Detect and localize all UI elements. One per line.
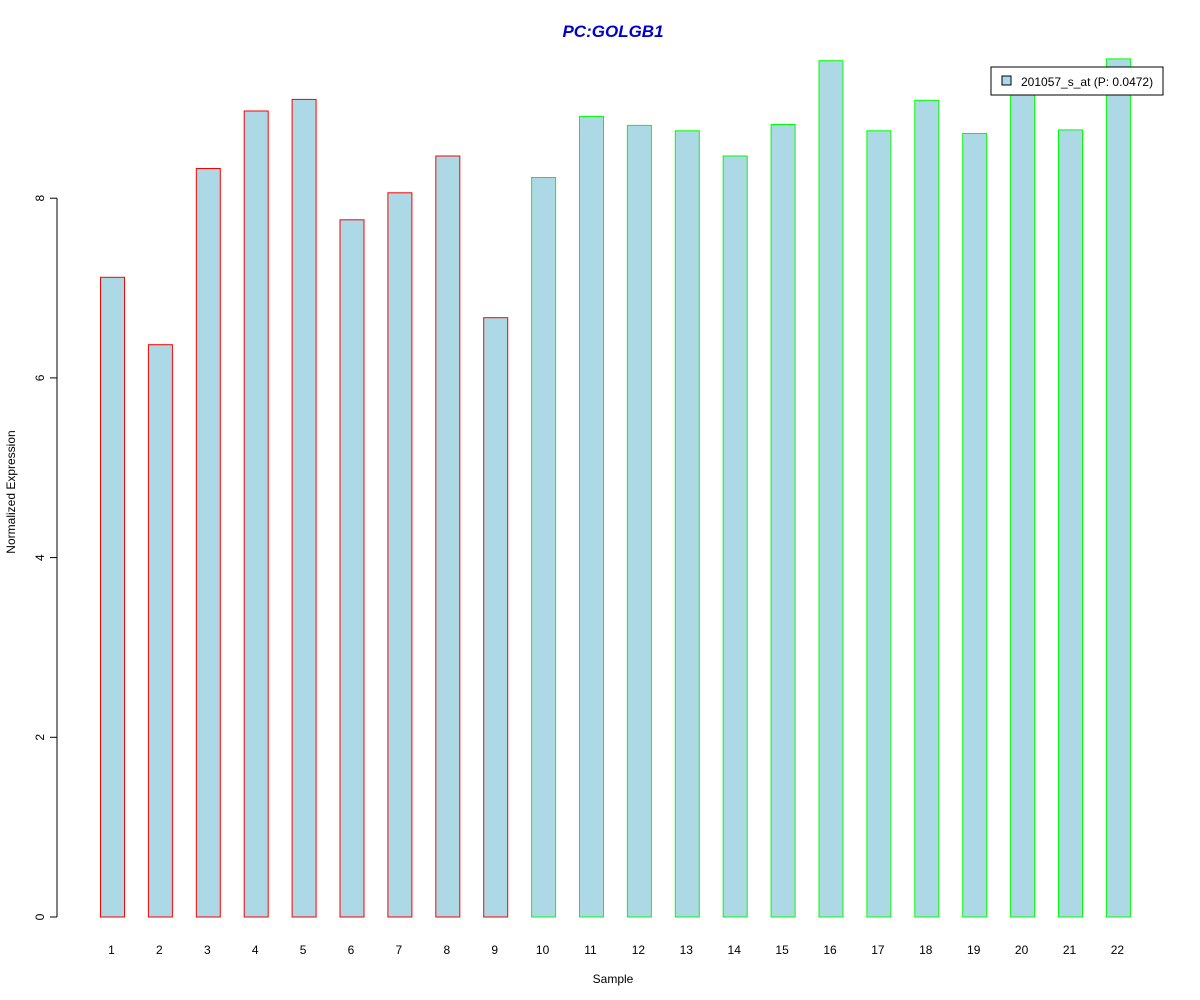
legend-label: 201057_s_at (P: 0.0472)	[1021, 75, 1153, 89]
bar-sample-6	[339, 219, 365, 918]
x-tick-label: 4	[252, 943, 259, 957]
x-tick-label: 8	[443, 943, 450, 957]
x-tick-label: 15	[775, 943, 789, 957]
x-tick-label: 11	[584, 943, 597, 957]
x-tick-label: 20	[1015, 943, 1029, 957]
x-tick-label: 22	[1111, 943, 1125, 957]
x-tick-label: 17	[871, 943, 885, 957]
legend-swatch	[1001, 75, 1012, 86]
bar-sample-16	[818, 60, 844, 918]
bar-sample-15	[770, 124, 796, 918]
x-tick-label: 9	[491, 943, 498, 957]
y-tick-label: 8	[33, 195, 47, 202]
x-tick-label: 21	[1063, 943, 1077, 957]
bar-sample-13	[674, 130, 700, 918]
bar-sample-1	[100, 276, 125, 918]
x-tick-label: 5	[300, 943, 307, 957]
x-tick-label: 1	[108, 943, 115, 957]
bar-sample-9	[483, 317, 509, 918]
bar-sample-8	[435, 155, 461, 918]
x-tick-label: 13	[680, 943, 694, 957]
bar-sample-3	[195, 168, 221, 918]
legend-box	[990, 66, 1164, 96]
y-tick-label: 0	[33, 913, 47, 920]
x-tick-label: 10	[536, 943, 550, 957]
x-tick-label: 6	[348, 943, 355, 957]
bar-sample-2	[147, 344, 173, 918]
bar-sample-21	[1058, 129, 1083, 918]
bar-sample-5	[291, 98, 317, 918]
x-tick-label: 14	[728, 943, 742, 957]
x-tick-label: 7	[396, 943, 403, 957]
y-axis-label: Normalized Expression	[4, 430, 18, 553]
x-tick-label: 12	[632, 943, 646, 957]
x-tick-label: 16	[823, 943, 837, 957]
bar-sample-14	[722, 155, 748, 918]
bar-sample-11	[579, 115, 604, 918]
x-tick-labels: 1 2 3 4 5 6 7 8 9 10 11 12 13 14 15 16 17 18 19 20 21 22	[108, 943, 1124, 957]
bar-sample-18	[914, 99, 940, 918]
x-tick-label: 18	[919, 943, 933, 957]
x-tick-label: 19	[967, 943, 981, 957]
bar-sample-17	[866, 130, 892, 918]
y-tick-label: 6	[33, 374, 47, 381]
bar-sample-7	[387, 192, 413, 918]
bar-sample-12	[626, 124, 652, 918]
bar-sample-20	[1010, 88, 1036, 918]
bar-sample-19	[962, 133, 988, 918]
legend: 201057_s_at (P: 0.0472)	[990, 66, 1164, 96]
x-tick-label: 2	[156, 943, 163, 957]
bar-sample-10	[531, 177, 557, 918]
bar-sample-22	[1105, 58, 1131, 918]
x-axis-label: Sample	[593, 972, 634, 986]
bars-layer	[100, 58, 1131, 918]
chart-title: PC:GOLGB1	[562, 22, 663, 41]
y-tick-label: 4	[33, 554, 47, 561]
bar-sample-4	[243, 110, 269, 918]
y-axis: 0 2 4 6 8	[33, 195, 58, 920]
x-tick-label: 3	[204, 943, 211, 957]
y-tick-label: 2	[33, 734, 47, 741]
